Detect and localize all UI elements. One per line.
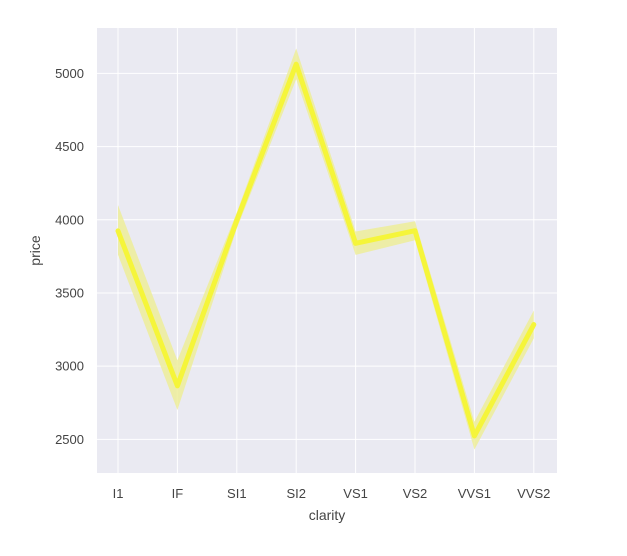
data-point: [175, 384, 179, 388]
confidence-band: [118, 48, 534, 450]
gridlines: [97, 28, 557, 473]
y-tick-label: 4500: [55, 139, 84, 154]
x-tick-label: VVS2: [517, 486, 550, 501]
y-axis-label: price: [27, 235, 43, 266]
data-point: [235, 218, 239, 222]
data-point: [116, 229, 120, 233]
series-line: [115, 61, 537, 439]
x-tick-label: SI1: [227, 486, 247, 501]
x-tick-label: VS2: [403, 486, 428, 501]
x-tick-label: IF: [172, 486, 184, 501]
x-tick-label: I1: [113, 486, 124, 501]
y-tick-labels: 2500 3000 3500 4000 4500 5000: [55, 66, 84, 447]
data-point: [472, 434, 476, 438]
x-tick-labels: I1 IF SI1 SI2 VS1 VS2 VVS1 VVS2: [113, 486, 551, 501]
x-tick-label: SI2: [286, 486, 306, 501]
y-tick-label: 3500: [55, 285, 84, 300]
data-point: [413, 229, 417, 233]
data-point: [532, 323, 536, 327]
x-axis-label: clarity: [309, 507, 346, 523]
series-line-path: [115, 61, 537, 439]
data-point: [354, 241, 358, 245]
y-tick-label: 5000: [55, 66, 84, 81]
ci-band: [118, 48, 534, 450]
y-tick-label: 3000: [55, 359, 84, 374]
x-tick-label: VS1: [343, 486, 368, 501]
y-tick-label: 4000: [55, 212, 84, 227]
data-point: [294, 62, 298, 66]
x-tick-label: VVS1: [458, 486, 491, 501]
y-tick-label: 2500: [55, 432, 84, 447]
